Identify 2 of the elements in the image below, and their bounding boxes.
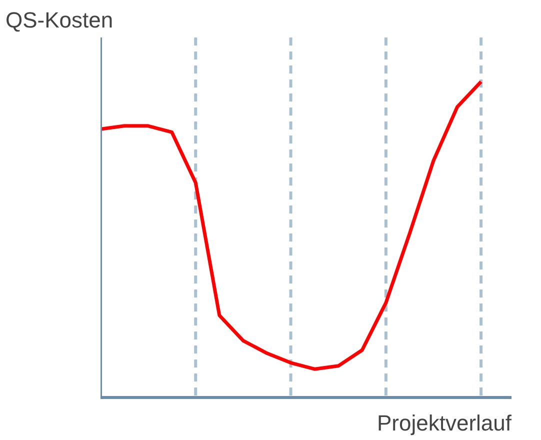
y-axis-title: QS-Kosten [6, 8, 114, 32]
x-axis-title: Projektverlauf [376, 410, 512, 436]
